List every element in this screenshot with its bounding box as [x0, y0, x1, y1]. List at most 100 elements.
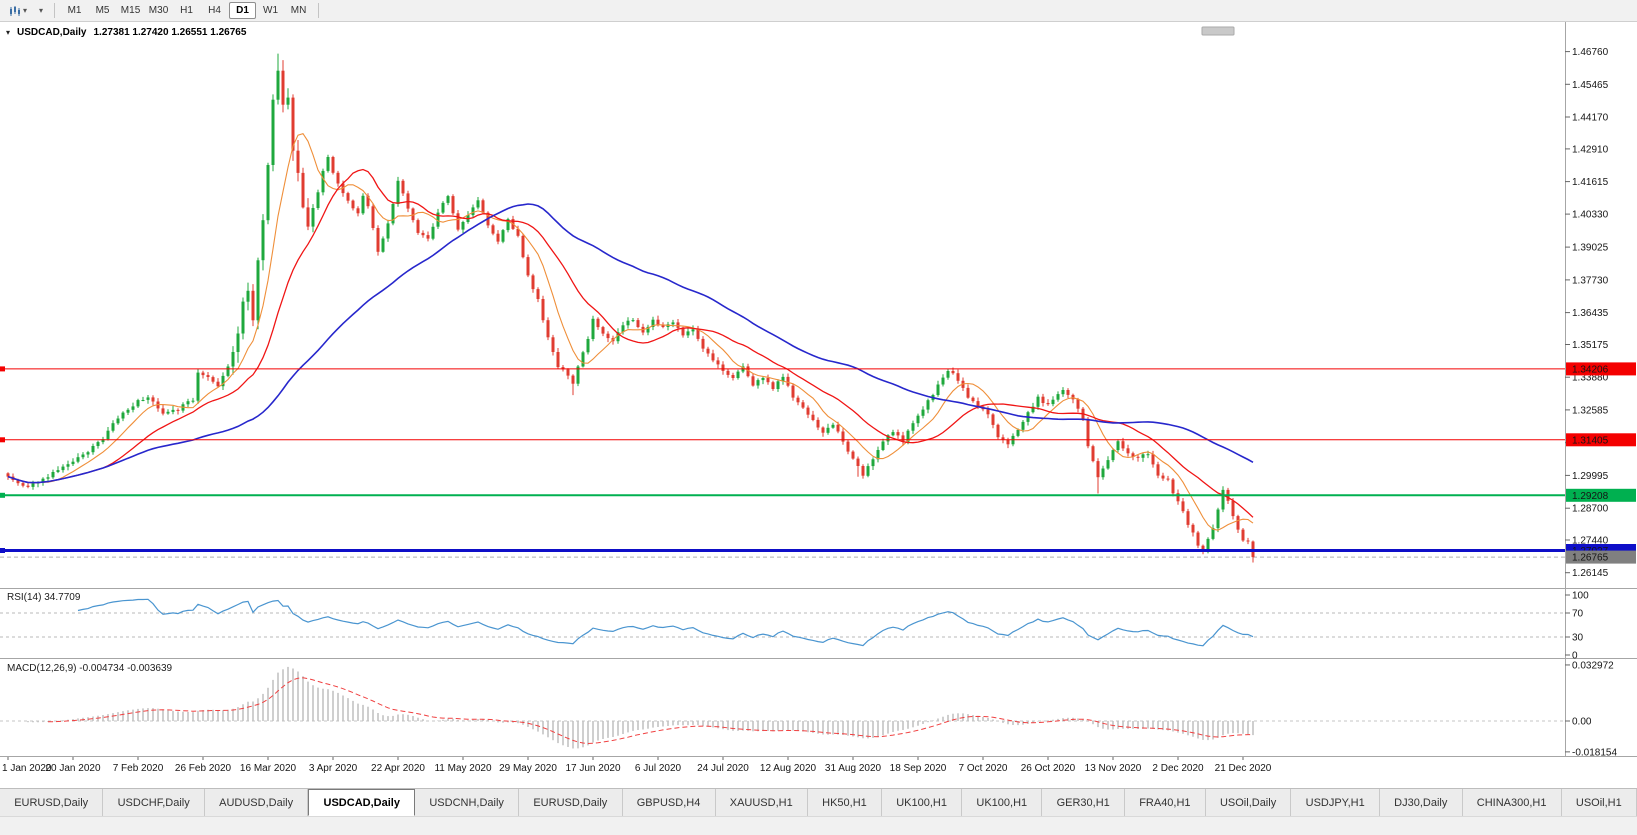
toolbar-separator: [318, 3, 320, 18]
price-tag: [1566, 550, 1636, 564]
timeframe-button-W1[interactable]: W1: [263, 5, 279, 16]
candles[interactable]: [6, 53, 1255, 563]
date-axis-label: 26 Feb 2020: [175, 763, 232, 774]
ma-line-8: [7, 132, 1254, 531]
price-tag-label: 1.29208: [1572, 491, 1609, 502]
date-axis-label: 26 Oct 2020: [1021, 763, 1076, 774]
price-axis-label: 1.46760: [1572, 47, 1609, 58]
price-axis-label: 1.27440: [1572, 536, 1609, 547]
rsi-axis-label: 0: [1572, 651, 1578, 662]
chart-tab-usoil-h1[interactable]: USOil,H1: [1561, 789, 1637, 816]
timeframe-button-M5[interactable]: M5: [95, 5, 110, 16]
price-axis-label: 1.41615: [1572, 177, 1609, 188]
hline-handle[interactable]: [0, 437, 5, 443]
date-axis-label: 2 Dec 2020: [1152, 763, 1204, 774]
price-tag-label: 1.31405: [1572, 435, 1609, 446]
rsi-line: [77, 598, 1254, 647]
price-tag: [1566, 362, 1636, 376]
rsi-axis-label: 70: [1572, 609, 1584, 620]
date-axis-label: 20 Jan 2020: [45, 763, 100, 774]
price-chart-canvas[interactable]: 1.46760 1.45465 1.44170 1.42910 1.41615 1.403…: [0, 22, 1637, 788]
chart-tab-usdchf-daily[interactable]: USDCHF,Daily: [103, 789, 205, 816]
price-axis-label: 1.36435: [1572, 308, 1609, 319]
price-axis-label: 1.33880: [1572, 373, 1609, 384]
price-tag: [1566, 433, 1636, 447]
chart-hscroll-thumb[interactable]: [1201, 26, 1235, 36]
date-axis-label: 31 Aug 2020: [825, 763, 882, 774]
timeframe-button-M1[interactable]: M1: [67, 5, 82, 16]
chart-region: 1.46760 1.45465 1.44170 1.42910 1.41615 1.403…: [0, 22, 1637, 788]
rsi-panel: [0, 598, 1565, 647]
chart-tab-dj30-daily[interactable]: DJ30,Daily: [1379, 789, 1463, 816]
price-tag-label: 1.34206: [1572, 364, 1609, 375]
chart-tab-usdcnh-daily[interactable]: USDCNH,Daily: [415, 789, 520, 816]
timeframe-button-D1[interactable]: D1: [229, 2, 257, 19]
date-axis-label: 12 Aug 2020: [760, 763, 817, 774]
timeframe-button-H1[interactable]: H1: [180, 5, 193, 16]
window-bottom-strip: [0, 816, 1637, 835]
chart-tab-eurusd-daily[interactable]: EURUSD,Daily: [0, 789, 104, 816]
chart-type-dropdown[interactable]: ▾: [4, 2, 32, 20]
chart-tab-eurusd-daily[interactable]: EURUSD,Daily: [519, 789, 623, 816]
timeframe-button-MN[interactable]: MN: [290, 5, 307, 16]
date-axis-label: 6 Jul 2020: [635, 763, 682, 774]
rsi-axis-label: 30: [1572, 633, 1584, 644]
timeframe-toolbar: ▾ ▾ M1 M5 M15 M30 H1 H4 D1 W1 MN: [0, 0, 1637, 22]
timeframe-button-M30[interactable]: M30: [148, 5, 169, 16]
price-axis-label: 1.32585: [1572, 405, 1609, 416]
date-axis-label: 3 Apr 2020: [309, 763, 358, 774]
date-axis-label: 18 Sep 2020: [890, 763, 947, 774]
price-axis-label: 1.28700: [1572, 504, 1609, 515]
chart-tab-ger30-h1[interactable]: GER30,H1: [1042, 789, 1125, 816]
macd-panel: [0, 666, 1565, 749]
price-axis-label: 1.44170: [1572, 113, 1609, 124]
chart-tab-uk100-h1[interactable]: UK100,H1: [962, 789, 1043, 816]
chart-tab-usoil-daily[interactable]: USOil,Daily: [1205, 789, 1292, 816]
macd-axis-label: -0.018154: [1572, 747, 1617, 758]
hline-handle[interactable]: [0, 492, 5, 498]
macd-axis-label: 0.032972: [1572, 660, 1614, 671]
zoom-dropdown[interactable]: ▾: [34, 2, 48, 20]
rsi-axis-label: 100: [1572, 591, 1589, 602]
price-axis-label: 1.39025: [1572, 243, 1609, 254]
macd-signal-line: [47, 677, 1254, 745]
chart-tab-gbpusd-h4[interactable]: GBPUSD,H4: [622, 789, 716, 816]
chart-tab-uk100-h1[interactable]: UK100,H1: [881, 789, 963, 816]
macd-axis-label: 0.00: [1572, 717, 1592, 728]
price-axis-label: 1.35175: [1572, 340, 1609, 351]
date-axis-label: 24 Jul 2020: [697, 763, 749, 774]
price-tag-label: 1.26765: [1572, 553, 1609, 564]
price-axis-label: 1.40330: [1572, 210, 1609, 221]
chart-tab-hk50-h1[interactable]: HK50,H1: [807, 789, 882, 816]
timeframe-button-H4[interactable]: H4: [208, 5, 221, 16]
candlestick-chart-icon: [10, 5, 20, 16]
price-axis[interactable]: 1.46760 1.45465 1.44170 1.42910 1.41615 1.403…: [1565, 47, 1636, 758]
date-axis-label: 16 Mar 2020: [240, 763, 297, 774]
date-axis-label: 13 Nov 2020: [1085, 763, 1142, 774]
ma-line-20: [7, 168, 1254, 518]
date-axis-label: 1 Jan 2020: [2, 763, 52, 774]
price-axis-label: 1.45465: [1572, 80, 1609, 91]
chart-tab-xauusd-h1[interactable]: XAUUSD,H1: [715, 789, 808, 816]
date-axis-label: 29 May 2020: [499, 763, 557, 774]
date-axis-label: 22 Apr 2020: [371, 763, 425, 774]
chart-tab-audusd-daily[interactable]: AUDUSD,Daily: [204, 789, 309, 816]
price-axis-label: 1.37730: [1572, 275, 1609, 286]
chevron-down-icon: ▾: [39, 5, 44, 15]
moving-averages: [7, 132, 1254, 531]
chart-tab-usdcad-daily[interactable]: USDCAD,Daily: [308, 789, 416, 816]
hline-handle[interactable]: [0, 548, 5, 553]
chart-tab-china300-h1[interactable]: CHINA300,H1: [1462, 789, 1562, 816]
timeframe-button-M15[interactable]: M15: [120, 5, 141, 16]
date-axis-label: 17 Jun 2020: [565, 763, 620, 774]
chart-tab-fra40-h1[interactable]: FRA40,H1: [1124, 789, 1206, 816]
price-axis-label: 1.26145: [1572, 568, 1609, 579]
ma-line-55: [7, 203, 1254, 484]
chevron-down-icon: ▾: [23, 5, 28, 15]
price-axis-label: 1.29995: [1572, 471, 1609, 482]
hline-handle[interactable]: [0, 366, 5, 372]
timeframe-buttons-group: M1 M5 M15 M30 H1 H4 D1 W1 MN: [61, 2, 312, 19]
chart-tab-usdjpy-h1[interactable]: USDJPY,H1: [1291, 789, 1380, 816]
horizontal-lines[interactable]: [0, 366, 1565, 553]
